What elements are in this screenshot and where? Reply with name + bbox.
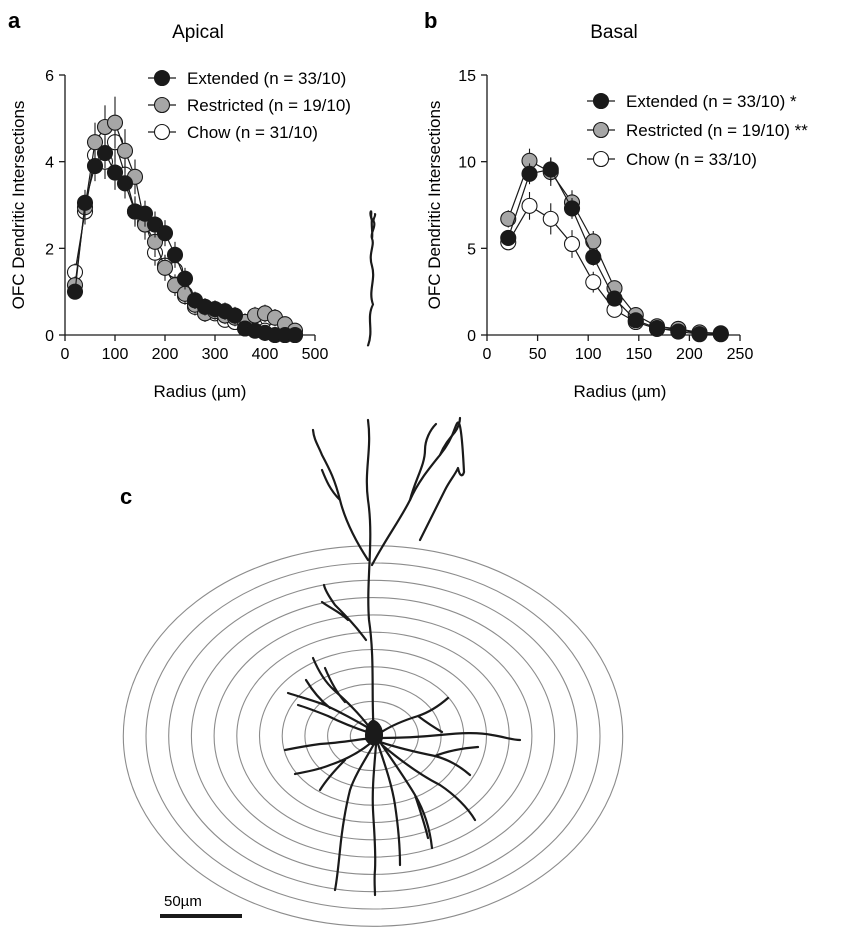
- basal-down-1: [373, 745, 376, 895]
- x-tick-label: 400: [252, 346, 279, 363]
- data-point: [650, 321, 665, 336]
- data-marks-b: [501, 149, 729, 342]
- data-point: [586, 234, 601, 249]
- basal-left-3: [335, 744, 374, 890]
- panel-letter-c: c: [120, 484, 132, 509]
- data-point: [565, 201, 580, 216]
- basal-right-1: [380, 733, 520, 740]
- x-tick-label: 100: [102, 346, 129, 363]
- panel-b-basal-chart: b Basal 0 50 100 150 200 250 0 5 10 15 Extended (…: [424, 8, 808, 401]
- basal-left-1: [285, 738, 372, 750]
- y-tick-label: 6: [45, 68, 54, 85]
- x-axis-label-b: Radius (µm): [574, 382, 667, 401]
- apical-branch-right: [372, 423, 464, 565]
- basal-right-2: [380, 742, 478, 775]
- scale-bar-label: 50µm: [164, 893, 202, 910]
- data-point: [78, 195, 93, 210]
- y-axis-label-b: OFC Dendritic Intersections: [425, 101, 444, 310]
- data-point: [108, 115, 123, 130]
- data-point: [288, 328, 303, 343]
- data-point: [565, 237, 580, 252]
- y-tick-label: 2: [45, 241, 54, 258]
- legend-marker: [594, 94, 609, 109]
- data-point: [671, 324, 686, 339]
- data-point: [713, 327, 728, 342]
- legend-marker: [155, 71, 170, 86]
- x-tick-label: 50: [529, 346, 547, 363]
- data-point: [607, 291, 622, 306]
- x-tick-label: 200: [152, 346, 179, 363]
- data-point: [118, 176, 133, 191]
- apical-branch-left: [313, 430, 368, 560]
- legend-label: Restricted (n = 19/10): [187, 96, 351, 115]
- series-chow: [501, 192, 729, 342]
- data-point: [168, 247, 183, 262]
- apical-branch-upper-right: [420, 468, 464, 540]
- apical-dendrite-top: [368, 211, 375, 346]
- x-tick-label: 300: [202, 346, 229, 363]
- chart-title-apical: Apical: [172, 22, 224, 43]
- data-point: [68, 284, 83, 299]
- data-point: [628, 313, 643, 328]
- data-point: [586, 275, 601, 290]
- y-tick-label: 5: [467, 241, 476, 258]
- legend-b: Extended (n = 33/10) * Restricted (n = 19…: [587, 92, 808, 169]
- panel-c-neuron-reconstruction: c 50µm: [120, 211, 623, 926]
- data-point: [543, 162, 558, 177]
- x-tick-label: 100: [575, 346, 602, 363]
- panel-a-apical-chart: a Apical 0 100 200 300 400 500 0 2 4 6 Extended (…: [8, 8, 351, 401]
- legend-label: Chow (n = 31/10): [187, 123, 318, 142]
- apical-dendrite-main: [367, 420, 374, 735]
- data-point: [501, 211, 516, 226]
- data-point: [522, 198, 537, 213]
- data-point: [88, 159, 103, 174]
- basal-right-upper: [380, 698, 448, 733]
- data-point: [501, 230, 516, 245]
- legend-label: Restricted (n = 19/10) **: [626, 121, 808, 140]
- x-axis-label-a: Radius (µm): [154, 382, 247, 401]
- legend-marker: [594, 152, 609, 167]
- data-point: [178, 271, 193, 286]
- apical-branch-left-lower: [322, 585, 366, 640]
- oblique-left-2: [313, 658, 370, 728]
- x-tick-label: 0: [483, 346, 492, 363]
- data-point: [586, 250, 601, 265]
- data-point: [692, 327, 707, 342]
- chart-title-basal: Basal: [590, 22, 638, 43]
- data-point: [158, 260, 173, 275]
- data-point: [158, 226, 173, 241]
- legend-label: Extended (n = 33/10) *: [626, 92, 797, 111]
- y-tick-label: 4: [45, 155, 54, 172]
- legend-label: Extended (n = 33/10): [187, 69, 346, 88]
- y-tick-label: 0: [467, 328, 476, 345]
- x-tick-label: 150: [625, 346, 652, 363]
- y-tick-label: 15: [458, 68, 476, 85]
- x-tick-label: 200: [676, 346, 703, 363]
- legend-a: Extended (n = 33/10) Restricted (n = 19/1…: [148, 69, 351, 142]
- x-tick-label: 500: [302, 346, 329, 363]
- y-tick-label: 0: [45, 328, 54, 345]
- legend-marker: [155, 125, 170, 140]
- x-tick-label: 250: [727, 346, 754, 363]
- legend-marker: [594, 123, 609, 138]
- data-point: [522, 166, 537, 181]
- data-point: [118, 143, 133, 158]
- x-tick-label: 0: [61, 346, 70, 363]
- data-point: [98, 146, 113, 161]
- panel-letter-a: a: [8, 8, 21, 33]
- legend-label: Chow (n = 33/10): [626, 150, 757, 169]
- data-point: [228, 308, 243, 323]
- y-axis-label-a: OFC Dendritic Intersections: [9, 101, 28, 310]
- legend-marker: [155, 98, 170, 113]
- soma: [365, 720, 382, 745]
- data-point: [543, 211, 558, 226]
- y-tick-label: 10: [458, 155, 476, 172]
- panel-letter-b: b: [424, 8, 437, 33]
